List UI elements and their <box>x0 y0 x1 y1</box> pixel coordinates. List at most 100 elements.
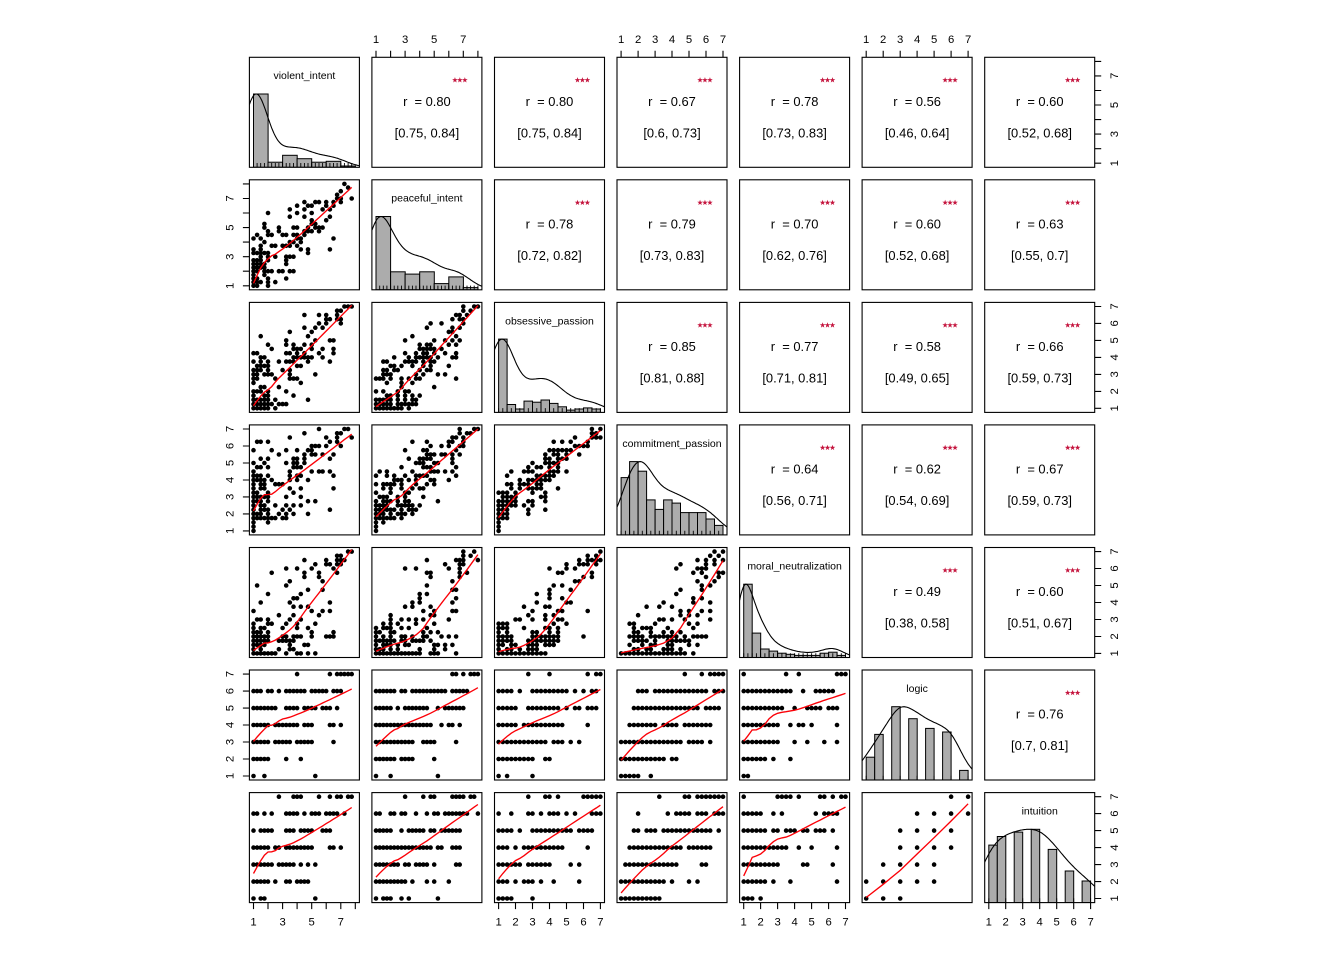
svg-text:intuition: intuition <box>1022 806 1058 818</box>
svg-text:3: 3 <box>1109 616 1121 622</box>
svg-text:[0.51, 0.67]: [0.51, 0.67] <box>1007 616 1072 631</box>
svg-text:3: 3 <box>897 34 903 46</box>
svg-text:1: 1 <box>250 917 256 929</box>
svg-text:1: 1 <box>1109 405 1121 411</box>
svg-text:r = 0.67: r = 0.67 <box>648 94 696 109</box>
svg-text:7: 7 <box>1109 303 1121 309</box>
svg-text:7: 7 <box>338 917 344 929</box>
svg-text:r = 0.56: r = 0.56 <box>893 94 941 109</box>
svg-text:r = 0.78: r = 0.78 <box>771 94 819 109</box>
svg-text:[0.72, 0.82]: [0.72, 0.82] <box>517 248 582 263</box>
svg-text:r = 0.60: r = 0.60 <box>893 216 941 231</box>
svg-text:r = 0.80: r = 0.80 <box>403 94 451 109</box>
svg-text:5: 5 <box>1054 917 1060 929</box>
svg-text:7: 7 <box>1087 917 1093 929</box>
svg-text:[0.71, 0.81]: [0.71, 0.81] <box>762 370 827 385</box>
svg-text:5: 5 <box>1109 337 1121 343</box>
svg-text:5: 5 <box>1109 102 1121 108</box>
svg-text:1: 1 <box>495 917 501 929</box>
svg-text:[0.52, 0.68]: [0.52, 0.68] <box>885 248 950 263</box>
svg-text:[0.75, 0.84]: [0.75, 0.84] <box>395 125 460 140</box>
svg-text:6: 6 <box>948 34 954 46</box>
svg-text:5: 5 <box>1109 827 1121 833</box>
svg-text:7: 7 <box>720 34 726 46</box>
svg-text:1: 1 <box>224 528 236 534</box>
svg-text:4: 4 <box>1037 917 1043 929</box>
svg-text:2: 2 <box>635 34 641 46</box>
svg-text:5: 5 <box>224 705 236 711</box>
svg-text:2: 2 <box>1003 917 1009 929</box>
svg-text:r = 0.66: r = 0.66 <box>1016 339 1064 354</box>
svg-text:[0.54, 0.69]: [0.54, 0.69] <box>885 493 950 508</box>
svg-text:[0.7, 0.81]: [0.7, 0.81] <box>1011 738 1068 753</box>
svg-text:[0.52, 0.68]: [0.52, 0.68] <box>1007 125 1072 140</box>
svg-text:1: 1 <box>986 917 992 929</box>
svg-text:4: 4 <box>1109 844 1121 850</box>
svg-text:r = 0.70: r = 0.70 <box>771 216 819 231</box>
svg-text:6: 6 <box>703 34 709 46</box>
svg-text:1: 1 <box>224 773 236 779</box>
svg-text:[0.62, 0.76]: [0.62, 0.76] <box>762 248 827 263</box>
svg-text:r = 0.79: r = 0.79 <box>648 216 696 231</box>
svg-text:3: 3 <box>224 494 236 500</box>
svg-text:r = 0.62: r = 0.62 <box>893 462 941 477</box>
svg-text:7: 7 <box>1109 73 1121 79</box>
svg-text:4: 4 <box>1109 354 1121 360</box>
svg-text:7: 7 <box>1109 794 1121 800</box>
svg-text:5: 5 <box>224 224 236 230</box>
svg-text:r = 0.77: r = 0.77 <box>771 339 819 354</box>
svg-text:4: 4 <box>546 917 552 929</box>
svg-text:2: 2 <box>512 917 518 929</box>
svg-text:1: 1 <box>863 34 869 46</box>
svg-text:1: 1 <box>741 917 747 929</box>
svg-text:3: 3 <box>529 917 535 929</box>
svg-text:3: 3 <box>1020 917 1026 929</box>
svg-text:[0.75, 0.84]: [0.75, 0.84] <box>517 125 582 140</box>
svg-text:[0.46, 0.64]: [0.46, 0.64] <box>885 125 950 140</box>
svg-text:4: 4 <box>914 34 920 46</box>
svg-text:r = 0.49: r = 0.49 <box>893 584 941 599</box>
svg-text:6: 6 <box>1071 917 1077 929</box>
svg-text:r = 0.76: r = 0.76 <box>1016 707 1064 722</box>
svg-text:7: 7 <box>224 195 236 201</box>
svg-text:r = 0.78: r = 0.78 <box>526 216 574 231</box>
svg-text:6: 6 <box>580 917 586 929</box>
svg-text:r = 0.58: r = 0.58 <box>893 339 941 354</box>
svg-text:3: 3 <box>1109 131 1121 137</box>
svg-text:[0.49, 0.65]: [0.49, 0.65] <box>885 370 950 385</box>
svg-text:3: 3 <box>279 917 285 929</box>
svg-text:6: 6 <box>1109 565 1121 571</box>
svg-text:2: 2 <box>224 511 236 517</box>
svg-text:6: 6 <box>224 443 236 449</box>
svg-text:2: 2 <box>1109 388 1121 394</box>
svg-text:r = 0.60: r = 0.60 <box>1016 584 1064 599</box>
svg-text:4: 4 <box>1109 599 1121 605</box>
svg-text:5: 5 <box>808 917 814 929</box>
svg-text:[0.56, 0.71]: [0.56, 0.71] <box>762 493 827 508</box>
svg-text:7: 7 <box>597 917 603 929</box>
svg-text:5: 5 <box>224 460 236 466</box>
svg-text:r = 0.64: r = 0.64 <box>771 462 819 477</box>
svg-text:[0.73, 0.83]: [0.73, 0.83] <box>762 125 827 140</box>
svg-text:commitment_passion: commitment_passion <box>622 438 721 450</box>
svg-text:r = 0.80: r = 0.80 <box>526 94 574 109</box>
svg-text:2: 2 <box>757 917 763 929</box>
svg-text:logic: logic <box>906 683 928 695</box>
svg-text:r = 0.63: r = 0.63 <box>1016 216 1064 231</box>
svg-text:obsessive_passion: obsessive_passion <box>505 315 594 327</box>
svg-text:4: 4 <box>669 34 675 46</box>
svg-text:3: 3 <box>224 739 236 745</box>
svg-text:[0.55, 0.7]: [0.55, 0.7] <box>1011 248 1068 263</box>
svg-text:r = 0.67: r = 0.67 <box>1016 462 1064 477</box>
svg-text:1: 1 <box>224 283 236 289</box>
svg-text:7: 7 <box>224 671 236 677</box>
svg-text:[0.59, 0.73]: [0.59, 0.73] <box>1007 493 1072 508</box>
svg-text:7: 7 <box>965 34 971 46</box>
svg-text:1: 1 <box>1109 650 1121 656</box>
svg-text:3: 3 <box>224 254 236 260</box>
svg-text:5: 5 <box>309 917 315 929</box>
svg-text:7: 7 <box>224 426 236 432</box>
svg-text:1: 1 <box>1109 895 1121 901</box>
svg-text:4: 4 <box>224 477 236 483</box>
svg-text:6: 6 <box>825 917 831 929</box>
